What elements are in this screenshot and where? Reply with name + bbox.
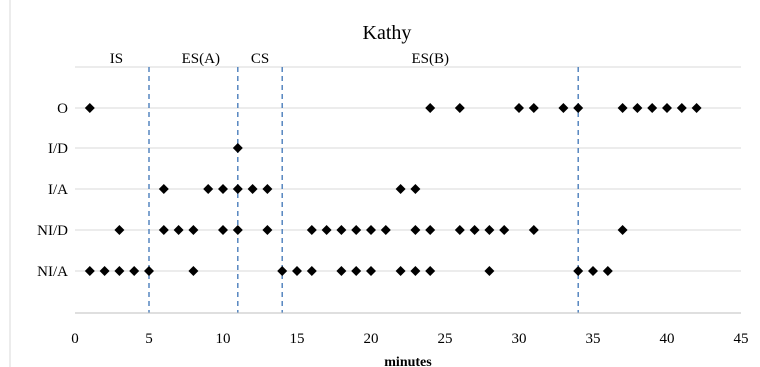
data-point-ni-a-34 [573, 266, 584, 276]
x-tick-label-0: 0 [71, 331, 79, 347]
x-axis-label: minutes [384, 355, 432, 367]
data-point-ni-d-20 [366, 225, 376, 235]
data-point-ni-a-15 [292, 266, 302, 276]
data-point-i-a-6 [158, 184, 169, 194]
gridlines [75, 66, 741, 272]
x-tick-label-15: 15 [290, 331, 305, 347]
data-point-i-a-23 [410, 184, 421, 194]
data-point-o-33 [558, 103, 569, 113]
data-point-ni-a-3 [114, 266, 125, 276]
data-point-ni-d-18 [336, 225, 347, 235]
data-point-o-30 [514, 103, 524, 113]
x-tick-label-40: 40 [660, 331, 675, 347]
data-point-o-34 [573, 103, 584, 113]
data-point-ni-a-23 [410, 266, 421, 276]
data-point-o-40 [662, 103, 672, 113]
data-point-ni-a-1 [84, 266, 95, 276]
chart-title: Kathy [363, 22, 412, 44]
data-point-ni-d-6 [158, 225, 169, 235]
phase-label-es-b: ES(B) [411, 51, 449, 67]
data-point-o-38 [632, 103, 643, 113]
data-point-ni-a-35 [588, 266, 598, 276]
y-tick-label-o: O [57, 101, 68, 117]
data-point-ni-a-18 [336, 266, 347, 276]
data-point-i-d-11 [232, 143, 243, 153]
data-point-o-37 [617, 103, 628, 113]
y-tick-label-i-d: I/D [48, 141, 68, 157]
y-tick-label-ni-d: NI/D [37, 223, 68, 239]
data-point-ni-a-22 [395, 266, 406, 276]
y-tick-label-ni-a: NI/A [37, 264, 68, 280]
data-point-ni-a-16 [306, 266, 317, 276]
y-tick-label-i-a: I/A [48, 182, 68, 198]
data-point-ni-a-36 [602, 266, 613, 276]
data-point-ni-a-8 [188, 266, 199, 276]
data-point-ni-d-8 [188, 225, 199, 235]
data-point-ni-d-28 [484, 225, 495, 235]
data-point-ni-d-3 [114, 225, 125, 235]
data-points [84, 103, 702, 276]
x-tick-labels: 0 5 10 15 20 25 30 35 40 45 [71, 331, 748, 347]
data-point-o-24 [425, 103, 436, 113]
data-point-i-a-22 [395, 184, 406, 194]
data-point-o-39 [647, 103, 658, 113]
data-point-ni-d-13 [262, 225, 273, 235]
x-tick-label-45: 45 [734, 331, 749, 347]
data-point-o-41 [676, 103, 687, 113]
data-point-i-a-13 [262, 184, 273, 194]
data-point-ni-d-23 [410, 225, 421, 235]
data-point-i-a-10 [218, 184, 228, 194]
x-tick-label-10: 10 [216, 331, 231, 347]
phase-labels: IS ES(A) CS ES(B) [110, 51, 449, 67]
data-point-i-a-9 [203, 184, 214, 194]
data-point-o-31 [528, 103, 539, 113]
phase-label-is: IS [110, 51, 123, 67]
data-point-ni-d-29 [499, 225, 510, 235]
data-point-ni-d-27 [469, 225, 480, 235]
data-point-ni-d-26 [454, 225, 465, 235]
data-point-ni-d-24 [425, 225, 436, 235]
data-point-ni-d-11 [232, 225, 243, 235]
phase-dividers [148, 67, 579, 313]
x-tick-label-25: 25 [438, 331, 453, 347]
x-tick-label-35: 35 [586, 331, 601, 347]
data-point-ni-d-7 [173, 225, 184, 235]
data-point-ni-d-37 [617, 225, 628, 235]
y-tick-labels: NI/A NI/D I/A I/D O [37, 101, 68, 280]
data-point-ni-a-14 [277, 266, 288, 276]
data-point-i-a-12 [247, 184, 258, 194]
x-tick-label-5: 5 [145, 331, 153, 347]
data-point-o-1 [84, 103, 95, 113]
data-point-ni-a-28 [484, 266, 495, 276]
data-point-i-a-11 [232, 184, 243, 194]
data-point-ni-d-31 [528, 225, 539, 235]
data-point-ni-a-20 [366, 266, 376, 276]
data-point-ni-d-19 [351, 225, 362, 235]
data-point-ni-a-2 [99, 266, 110, 276]
data-point-o-42 [691, 103, 702, 113]
x-tick-label-20: 20 [364, 331, 379, 347]
data-point-ni-d-10 [218, 225, 228, 235]
x-tick-label-30: 30 [512, 331, 527, 347]
data-point-ni-d-16 [306, 225, 317, 235]
data-point-ni-a-19 [351, 266, 362, 276]
data-point-ni-d-17 [321, 225, 332, 235]
data-point-ni-a-24 [425, 266, 436, 276]
phase-label-cs: CS [251, 51, 269, 67]
data-point-ni-a-5 [144, 266, 154, 276]
data-point-ni-a-4 [129, 266, 140, 276]
data-point-o-26 [454, 103, 465, 113]
phase-label-es-a: ES(A) [182, 51, 220, 67]
data-point-ni-d-21 [380, 225, 391, 235]
